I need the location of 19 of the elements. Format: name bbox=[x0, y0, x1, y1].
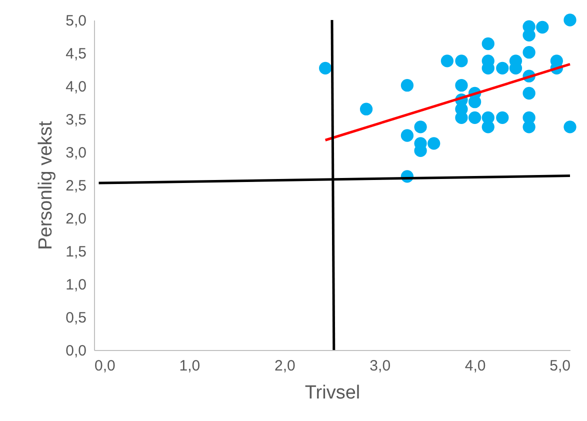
x-tick-label: 1,0 bbox=[179, 358, 200, 374]
y-tick-label: 3,5 bbox=[66, 112, 86, 128]
y-tick-label: 0,0 bbox=[66, 342, 86, 360]
y-tick-label: 4,0 bbox=[66, 78, 86, 96]
x-tick-label: 3,0 bbox=[370, 358, 391, 374]
y-tick-label: 0,5 bbox=[66, 310, 86, 326]
y-tick-label: 4,5 bbox=[66, 46, 86, 62]
y-tick-label: 2,5 bbox=[66, 178, 86, 194]
x-tick-label: 0,0 bbox=[94, 358, 116, 374]
y-tick-label: 3,0 bbox=[66, 144, 86, 162]
x-axis-title: Trivsel bbox=[304, 382, 360, 404]
x-tick-label: 4,0 bbox=[464, 358, 486, 374]
y-tick-label: 1,5 bbox=[66, 244, 86, 260]
y-tick-label: 2,0 bbox=[66, 210, 86, 228]
y-tick-label: 5,0 bbox=[66, 12, 86, 30]
x-tick-label: 2,0 bbox=[274, 358, 296, 374]
y-axis-title: Personlig vekst bbox=[36, 120, 57, 250]
y-tick-label: 1,0 bbox=[66, 276, 86, 294]
x-tick-label: 5,0 bbox=[550, 358, 570, 374]
